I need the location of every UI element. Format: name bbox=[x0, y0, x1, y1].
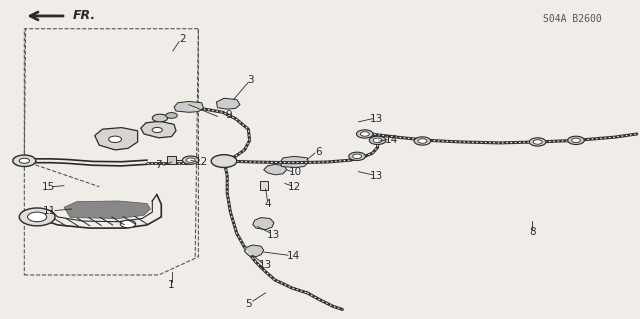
Polygon shape bbox=[64, 201, 150, 219]
Text: 2: 2 bbox=[179, 34, 186, 44]
Circle shape bbox=[356, 130, 373, 138]
Text: 13: 13 bbox=[370, 171, 383, 181]
Circle shape bbox=[152, 127, 163, 132]
Circle shape bbox=[109, 136, 122, 143]
Circle shape bbox=[529, 138, 546, 146]
Circle shape bbox=[373, 138, 382, 143]
Circle shape bbox=[414, 137, 431, 145]
Text: 9: 9 bbox=[226, 110, 232, 121]
Polygon shape bbox=[141, 121, 176, 138]
Circle shape bbox=[19, 158, 29, 163]
Polygon shape bbox=[174, 101, 204, 112]
Circle shape bbox=[19, 208, 55, 226]
Circle shape bbox=[120, 220, 136, 228]
Text: 13: 13 bbox=[268, 230, 280, 241]
Text: 13: 13 bbox=[259, 260, 272, 271]
Text: 8: 8 bbox=[529, 227, 536, 237]
Circle shape bbox=[166, 113, 177, 118]
Text: 10: 10 bbox=[289, 167, 302, 177]
Circle shape bbox=[13, 155, 36, 167]
Text: 4: 4 bbox=[264, 198, 271, 209]
Text: 11: 11 bbox=[44, 205, 56, 216]
Text: 1: 1 bbox=[168, 279, 175, 290]
Polygon shape bbox=[95, 128, 138, 150]
Circle shape bbox=[186, 158, 195, 162]
Text: 13: 13 bbox=[370, 114, 383, 124]
Bar bbox=[166, 156, 177, 164]
Bar bbox=[260, 181, 268, 190]
Text: 15: 15 bbox=[42, 182, 54, 192]
Circle shape bbox=[568, 136, 584, 145]
Text: 14: 14 bbox=[385, 135, 398, 145]
Text: FR.: FR. bbox=[72, 10, 95, 22]
Text: 7: 7 bbox=[156, 160, 162, 170]
Text: S04A B2600: S04A B2600 bbox=[543, 14, 602, 24]
Text: 12: 12 bbox=[195, 157, 208, 167]
Text: 12: 12 bbox=[288, 182, 301, 192]
Circle shape bbox=[152, 114, 168, 122]
Text: 3: 3 bbox=[248, 75, 254, 85]
Polygon shape bbox=[244, 245, 264, 257]
Polygon shape bbox=[264, 164, 287, 175]
Circle shape bbox=[211, 155, 237, 167]
Text: 6: 6 bbox=[316, 146, 322, 157]
Circle shape bbox=[533, 140, 542, 144]
Circle shape bbox=[349, 152, 365, 160]
Circle shape bbox=[418, 139, 427, 143]
Text: 5: 5 bbox=[245, 299, 252, 309]
Circle shape bbox=[28, 212, 47, 222]
Polygon shape bbox=[280, 156, 308, 167]
Text: 14: 14 bbox=[287, 251, 300, 261]
Circle shape bbox=[360, 132, 369, 136]
Polygon shape bbox=[216, 98, 240, 109]
Polygon shape bbox=[253, 218, 274, 230]
Circle shape bbox=[182, 156, 199, 164]
Circle shape bbox=[572, 138, 580, 143]
Circle shape bbox=[369, 136, 386, 145]
Circle shape bbox=[353, 154, 362, 159]
